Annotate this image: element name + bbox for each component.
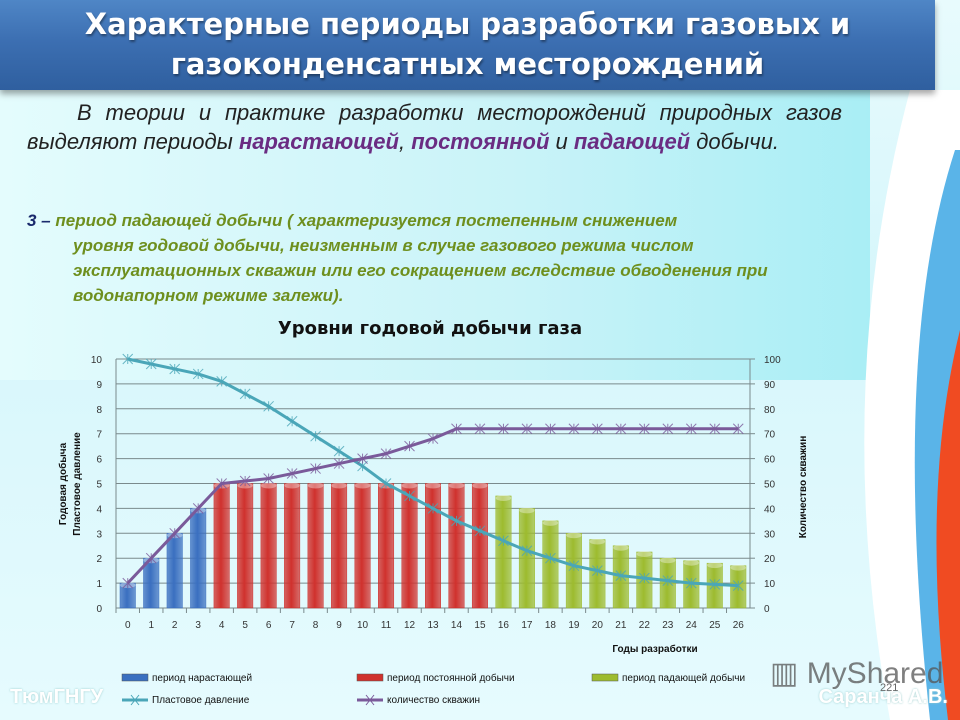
x-tick-label: 7 — [289, 620, 295, 631]
y2-tick-label: 80 — [764, 405, 776, 416]
bar — [518, 508, 535, 609]
y-tick-label: 5 — [96, 480, 102, 491]
x-tick-label: 23 — [662, 620, 674, 631]
y2-tick-label: 100 — [764, 355, 781, 366]
legend-swatch — [356, 673, 384, 682]
x-tick-label: 15 — [474, 620, 486, 631]
bar — [260, 483, 277, 609]
legend-label: период нарастающей — [152, 673, 252, 684]
x-tick-label: 24 — [686, 620, 698, 631]
highlight-rising: нарастающей — [239, 129, 399, 154]
y2-tick-label: 10 — [764, 579, 776, 590]
x-tick-label: 25 — [709, 620, 721, 631]
legend-swatch — [121, 673, 149, 682]
legend-label: Пластовое давление — [152, 695, 250, 706]
highlight-falling: падающей — [573, 129, 691, 154]
y2-tick-label: 60 — [764, 455, 776, 466]
x-tick-label: 10 — [357, 620, 369, 631]
y-tick-label: 0 — [96, 604, 102, 615]
y2-tick-label: 20 — [764, 554, 776, 565]
bar — [401, 483, 418, 609]
bar — [331, 483, 348, 609]
period-3-description: 3 – период падающей добычи ( характеризу… — [27, 211, 768, 305]
y-axis-title: Годовая добыча — [57, 442, 69, 525]
y-tick-label: 1 — [96, 579, 102, 590]
x-tick-label: 9 — [336, 620, 342, 631]
title-bar: Характерные периоды разработки газовых и… — [0, 0, 935, 90]
x-tick-label: 8 — [313, 620, 319, 631]
page-number: 221 — [880, 682, 899, 694]
x-tick-label: 18 — [545, 620, 557, 631]
y2-tick-label: 0 — [764, 604, 770, 615]
background-panel — [0, 90, 870, 380]
y-tick-label: 9 — [96, 380, 102, 391]
y2-tick-label: 70 — [764, 430, 776, 441]
x-tick-label: 0 — [125, 620, 131, 631]
x-tick-label: 13 — [427, 620, 439, 631]
x-tick-label: 21 — [615, 620, 627, 631]
legend-label: период постоянной добычи — [387, 672, 515, 684]
bar — [284, 483, 301, 609]
x-tick-label: 11 — [381, 620, 392, 631]
footer-university: ТюмГНГУ — [10, 686, 104, 708]
chart-title: Уровни годовой добычи газа — [277, 318, 583, 339]
x-axis-title: Годы разработки — [612, 643, 697, 655]
x-tick-label: 12 — [404, 620, 416, 631]
x-tick-label: 17 — [521, 620, 533, 631]
x-tick-label: 1 — [148, 620, 154, 631]
x-tick-label: 19 — [568, 620, 580, 631]
y-axis-title-2: Пластовое давление — [72, 432, 83, 536]
y2-tick-label: 40 — [764, 504, 776, 515]
x-tick-label: 20 — [592, 620, 604, 631]
y-tick-label: 3 — [96, 529, 102, 540]
footer-author: Саранча А.В. — [818, 686, 948, 708]
intro-text: В теории и практике разработки месторожд… — [27, 100, 842, 154]
y2-tick-label: 30 — [764, 529, 776, 540]
watermark: ▥ MyShared — [770, 657, 944, 690]
x-tick-label: 14 — [451, 620, 463, 631]
decorative-swoosh — [864, 90, 960, 720]
x-tick-label: 26 — [733, 620, 745, 631]
x-tick-label: 22 — [639, 620, 651, 631]
x-tick-label: 4 — [219, 620, 225, 631]
bar — [307, 483, 324, 609]
x-tick-label: 5 — [242, 620, 248, 631]
legend-swatch — [591, 673, 619, 682]
y-tick-label: 7 — [96, 430, 102, 441]
bar — [378, 483, 395, 609]
bar — [213, 483, 230, 609]
bar — [190, 508, 207, 609]
y-tick-label: 4 — [96, 504, 102, 515]
x-tick-label: 3 — [195, 620, 201, 631]
bar — [542, 520, 559, 609]
x-tick-label: 2 — [172, 620, 178, 631]
legend-label: период падающей добычи — [622, 672, 745, 684]
y2-tick-label: 50 — [764, 480, 776, 491]
period-number: 3 – — [27, 211, 51, 230]
bar — [471, 483, 488, 609]
intro-paragraph: В теории и практике разработки месторожд… — [27, 98, 842, 156]
bar — [237, 483, 254, 609]
highlight-constant: постоянной — [411, 129, 550, 154]
bar — [448, 483, 465, 609]
y-tick-label: 10 — [91, 355, 103, 366]
legend-label: количество скважин — [387, 695, 480, 706]
y2-axis-title: Количество скважин — [798, 436, 809, 538]
x-tick-label: 6 — [266, 620, 272, 631]
title-line-2: газоконденсатных месторождений — [170, 47, 765, 81]
bar — [495, 495, 512, 609]
y-tick-label: 2 — [96, 554, 102, 565]
bar — [354, 483, 371, 609]
title-line-1: Характерные периоды разработки газовых и — [84, 7, 851, 41]
y-tick-label: 8 — [96, 405, 102, 416]
bar — [425, 483, 441, 609]
y-tick-label: 6 — [96, 455, 102, 466]
slide-title: Характерные периоды разработки газовых и… — [0, 4, 935, 84]
y2-tick-label: 90 — [764, 380, 776, 391]
x-tick-label: 16 — [498, 620, 510, 631]
bar — [166, 533, 183, 609]
